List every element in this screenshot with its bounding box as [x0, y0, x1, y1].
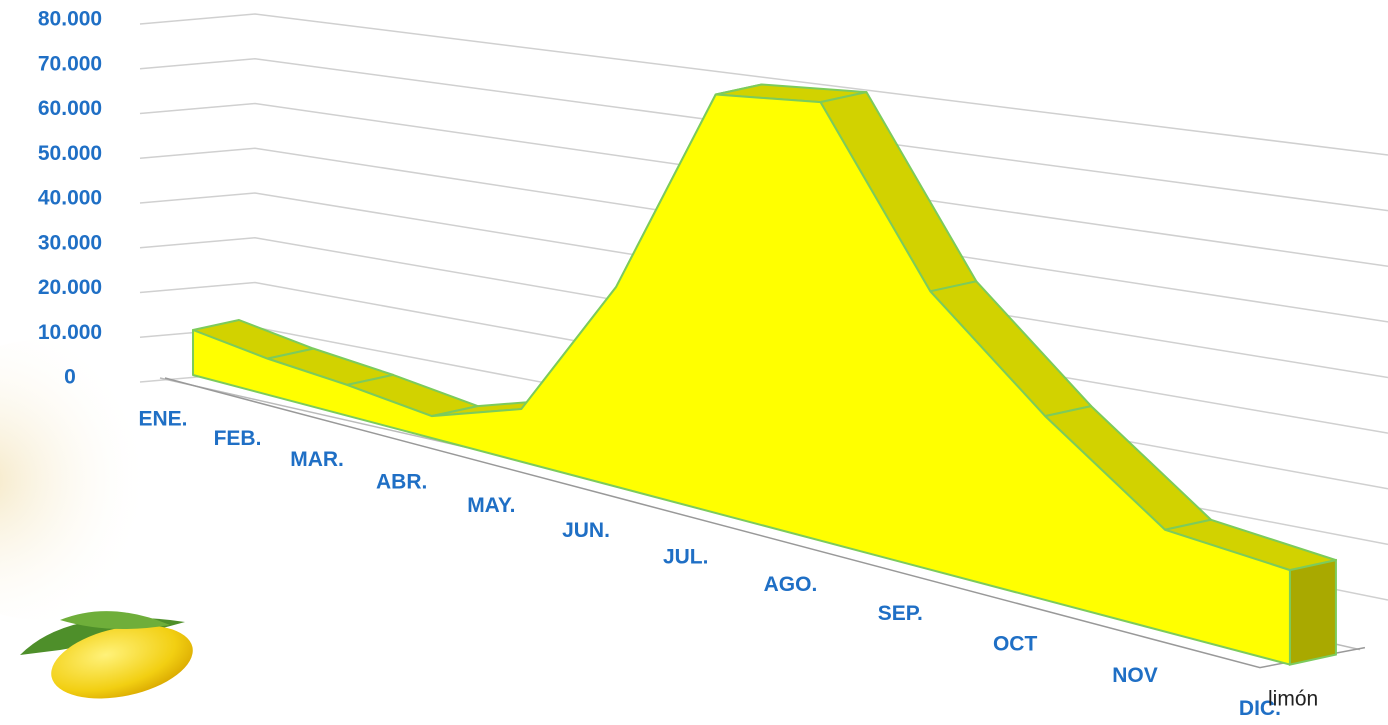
chart: 0 10.000 20.000 30.000 40.000 50.000 60.000 70.…: [0, 0, 1388, 725]
y-tick-label: 0: [64, 366, 76, 389]
x-tick-label: OCT: [993, 633, 1038, 656]
x-tick-label: SEP.: [878, 602, 923, 625]
y-tick-label: 50.000: [38, 142, 102, 165]
y-tick-label: 10.000: [38, 321, 102, 344]
background-decoration: [0, 340, 180, 620]
plot-area: ENE. FEB. MAR. ABR. MAY. JUN. JUL. AGO. SEP. OCT N…: [138, 84, 1364, 720]
x-tick-label: AGO.: [764, 573, 818, 596]
y-tick-label: 70.000: [38, 52, 102, 75]
y-tick-label: 20.000: [38, 276, 102, 299]
y-tick-label: 30.000: [38, 231, 102, 254]
area-side-face: [1290, 560, 1336, 664]
y-tick-label: 60.000: [38, 97, 102, 120]
x-tick-label: MAY.: [467, 494, 515, 517]
x-tick-label: JUL.: [663, 546, 709, 569]
x-tick-label: NOV: [1112, 664, 1158, 687]
x-tick-label: JUN.: [562, 519, 610, 542]
x-tick-label: MAR.: [290, 448, 344, 471]
y-tick-label: 80.000: [38, 8, 102, 31]
x-tick-label: ABR.: [376, 471, 427, 494]
y-tick-label: 40.000: [38, 187, 102, 210]
x-tick-label: FEB.: [214, 427, 262, 450]
lemon-decoration: [20, 611, 199, 710]
legend-entry: limón: [1268, 688, 1318, 711]
x-tick-label: ENE.: [138, 408, 187, 431]
